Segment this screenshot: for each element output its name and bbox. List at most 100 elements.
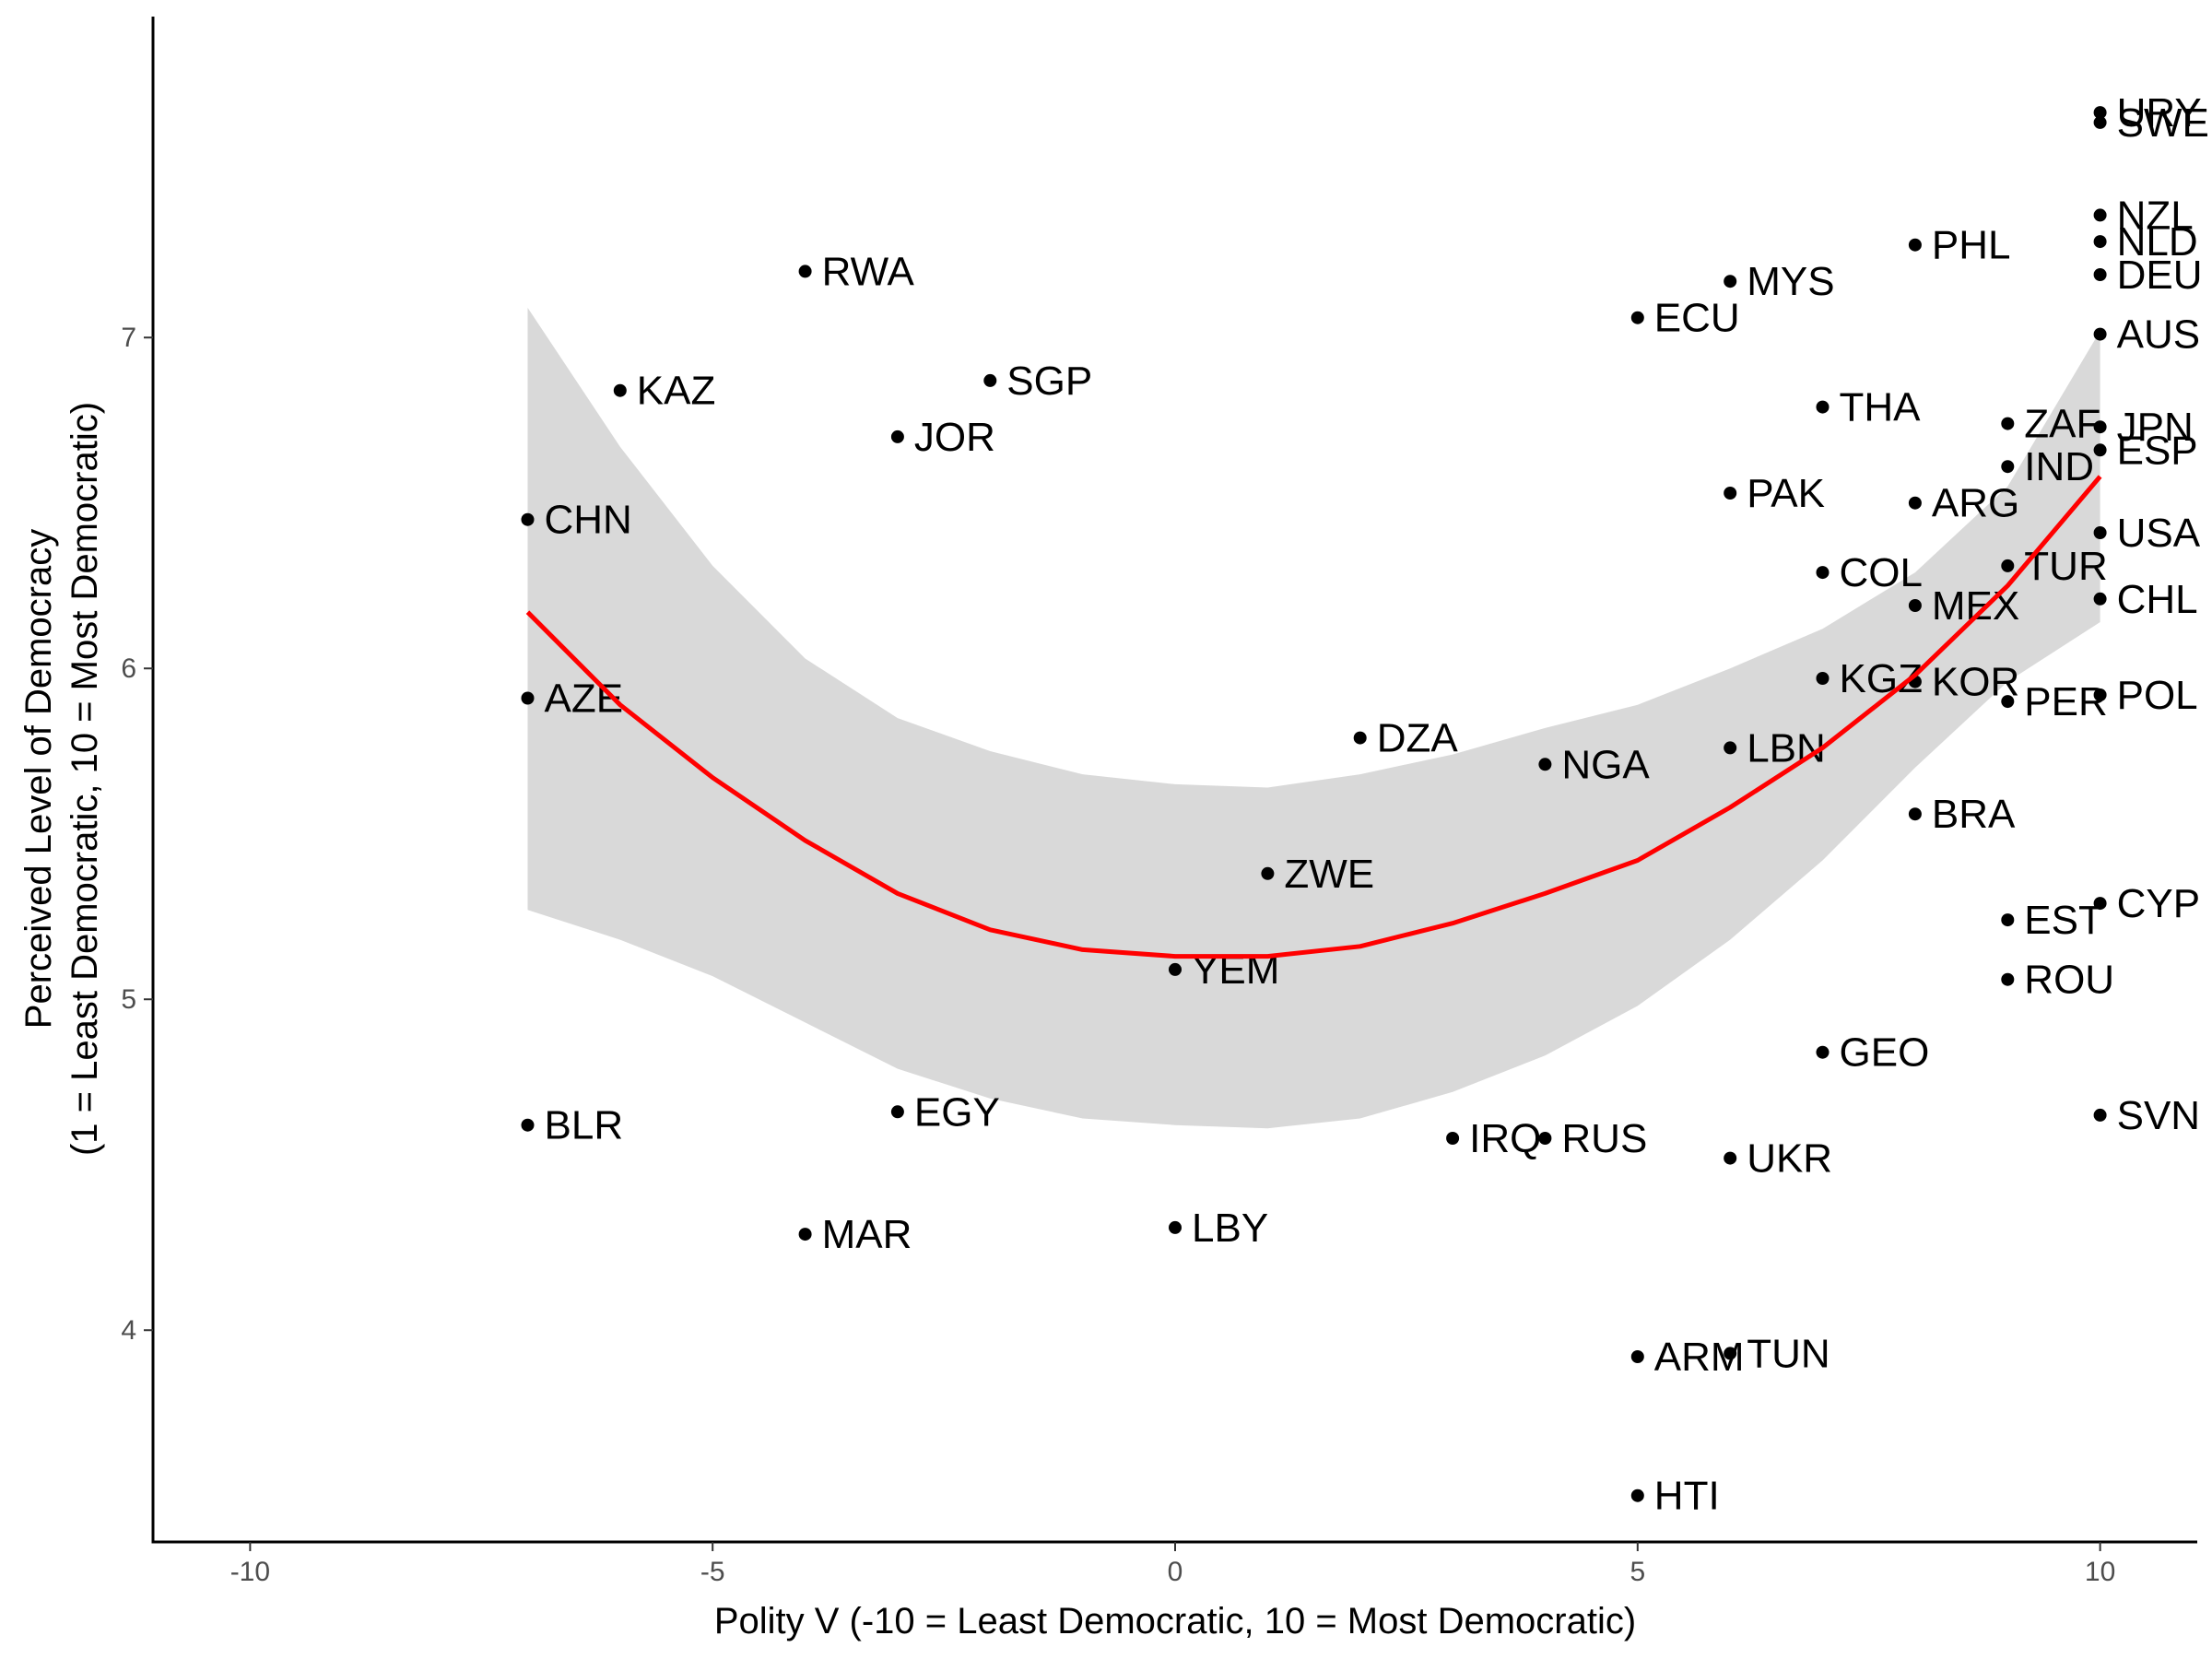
point-lbn <box>1724 741 1737 755</box>
point-label-pak: PAK <box>1747 471 1825 516</box>
point-label-kor: KOR <box>1932 660 2019 705</box>
x-tick-label: 5 <box>1630 1557 1645 1587</box>
point-col <box>1816 566 1830 580</box>
point-label-svn: SVN <box>2117 1093 2200 1138</box>
x-axis-title: Polity V (-10 = Least Democratic, 10 = M… <box>714 1601 1636 1641</box>
point-ury <box>2093 106 2107 120</box>
x-tick-label: 0 <box>1168 1557 1183 1587</box>
point-chl <box>2093 592 2107 606</box>
point-bra <box>1908 807 1922 821</box>
point-jpn <box>2093 420 2107 434</box>
point-label-kaz: KAZ <box>637 369 716 414</box>
point-label-phl: PHL <box>1932 223 2011 268</box>
point-label-mex: MEX <box>1932 583 2019 629</box>
x-tick-label: -5 <box>700 1557 725 1587</box>
point-label-zwe: ZWE <box>1284 852 1374 897</box>
point-label-tha: THA <box>1840 385 1922 430</box>
point-tun <box>1724 1347 1737 1360</box>
y-axis-title-line2: (1 = Least Democratic, 10 = Most Democra… <box>65 402 105 1156</box>
point-label-jpn: JPN <box>2117 405 2194 450</box>
point-label-sgp: SGP <box>1006 359 1092 404</box>
point-label-blr: BLR <box>545 1103 624 1148</box>
point-label-ecu: ECU <box>1654 296 1740 341</box>
point-label-pol: POL <box>2117 673 2198 718</box>
point-label-bra: BRA <box>1932 792 2016 837</box>
point-label-aze: AZE <box>545 677 624 722</box>
point-lby <box>1169 1220 1182 1234</box>
y-tick-label: 7 <box>121 323 136 353</box>
point-pak <box>1724 487 1737 500</box>
point-svn <box>2093 1108 2107 1122</box>
point-dza <box>1353 731 1367 745</box>
point-nzl <box>2093 208 2107 222</box>
point-aze <box>521 691 535 705</box>
point-rou <box>2001 972 2015 986</box>
point-rwa <box>798 265 812 278</box>
point-label-ind: IND <box>2024 444 2094 489</box>
point-label-swe: SWE <box>2117 100 2209 146</box>
point-tha <box>1816 400 1830 414</box>
y-tick-label: 5 <box>121 984 136 1015</box>
point-kaz <box>613 383 627 397</box>
point-pol <box>2093 688 2107 701</box>
point-label-arm: ARM <box>1654 1335 1745 1380</box>
point-sgp <box>983 373 997 387</box>
point-esp <box>2093 443 2107 457</box>
point-jor <box>890 429 904 443</box>
point-per <box>2001 695 2015 709</box>
point-mex <box>1908 599 1922 612</box>
point-kgz <box>1816 672 1830 685</box>
point-hti <box>1630 1488 1644 1502</box>
point-phl <box>1908 238 1922 252</box>
point-label-nzl: NZL <box>2117 193 2194 238</box>
point-label-dza: DZA <box>1377 716 1459 761</box>
point-label-nld: NLD <box>2117 219 2198 265</box>
point-yem <box>1169 962 1182 976</box>
ticks-layer: -10 -5 0 5 10 4 5 6 7 <box>121 323 2115 1587</box>
confidence-band <box>527 307 2100 1129</box>
point-zwe <box>1261 866 1275 880</box>
x-tick-label: -10 <box>230 1557 270 1587</box>
point-arg <box>1908 496 1922 510</box>
point-ind <box>2001 460 2015 474</box>
point-label-tun: TUN <box>1747 1331 1830 1376</box>
point-label-col: COL <box>1840 550 1923 595</box>
point-egy <box>890 1105 904 1119</box>
point-ecu <box>1630 311 1644 324</box>
point-nld <box>2093 235 2107 249</box>
confidence-band-layer <box>527 307 2100 1129</box>
point-label-chn: CHN <box>545 498 632 543</box>
point-chn <box>521 512 535 526</box>
point-ukr <box>1724 1151 1737 1165</box>
point-aus <box>2093 327 2107 341</box>
point-mys <box>1724 275 1737 288</box>
point-mar <box>798 1228 812 1241</box>
point-label-lbn: LBN <box>1747 725 1826 771</box>
point-label-rwa: RWA <box>822 249 915 294</box>
x-tick-label: 10 <box>2085 1557 2115 1587</box>
point-label-usa: USA <box>2117 511 2201 556</box>
point-label-zaf: ZAF <box>2024 402 2100 447</box>
point-deu <box>2093 268 2107 281</box>
y-tick-label: 4 <box>121 1315 136 1346</box>
point-irq <box>1446 1132 1460 1145</box>
point-label-aus: AUS <box>2117 312 2200 358</box>
point-label-est: EST <box>2024 898 2103 943</box>
y-axis-title-line1: Perceived Level of Democracy <box>18 529 59 1029</box>
y-tick-label: 6 <box>121 653 136 684</box>
fit-curve-layer <box>525 475 2102 959</box>
point-geo <box>1816 1045 1830 1059</box>
point-swe <box>2093 115 2107 129</box>
point-arm <box>1630 1350 1644 1363</box>
point-label-esp: ESP <box>2117 428 2198 473</box>
point-label-cyp: CYP <box>2117 881 2200 926</box>
point-blr <box>521 1118 535 1132</box>
point-label-geo: GEO <box>1840 1030 1930 1076</box>
point-label-lby: LBY <box>1192 1206 1268 1251</box>
point-zaf <box>2001 417 2015 430</box>
point-label-egy: EGY <box>914 1089 1000 1135</box>
point-label-nga: NGA <box>1561 742 1650 787</box>
point-cyp <box>2093 897 2107 911</box>
